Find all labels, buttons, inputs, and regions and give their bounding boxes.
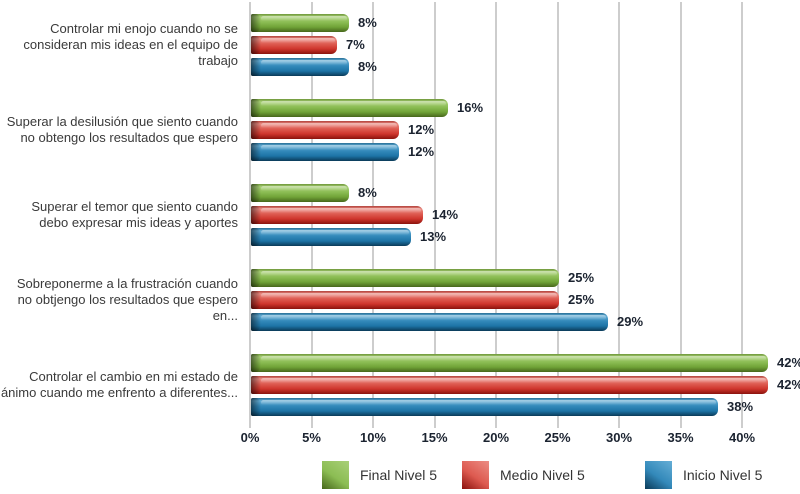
gridline (679, 2, 682, 428)
bar-value-label: 29% (617, 314, 644, 329)
bar-value-label: 12% (408, 144, 435, 159)
category-label: Controlar el cambio en mi estado de ánim… (0, 369, 238, 400)
category-label: Controlar mi enojo cuando no se consider… (23, 21, 238, 68)
legend-item-medio-nivel-5: Medio Nivel 5 (462, 460, 585, 490)
x-axis-tick-label: 15% (421, 430, 448, 445)
x-axis-tick-label: 30% (605, 430, 633, 445)
bar-value-label: 8% (358, 59, 377, 74)
bar-value-label: 8% (358, 185, 377, 200)
x-axis-tick-label: 20% (482, 430, 510, 445)
bar-value-label: 12% (408, 122, 435, 137)
bar-final-nivel-5 (251, 354, 768, 372)
bar-value-label: 8% (358, 15, 377, 30)
category-label: Superar el temor que siento cuando debo … (31, 199, 238, 230)
x-axis-tick-label: 25% (544, 430, 571, 445)
x-axis-tick-label: 40% (728, 430, 756, 445)
x-axis-tick-label: 5% (302, 430, 321, 445)
gridline (433, 2, 436, 428)
bar-value-label: 42% (777, 355, 800, 370)
bar-value-label: 16% (457, 100, 484, 115)
legend-swatch (322, 461, 349, 489)
bar-medio-nivel-5 (251, 121, 399, 139)
bar-final-nivel-5 (251, 269, 559, 287)
gridline (618, 2, 620, 428)
gridline (249, 2, 251, 428)
bar-medio-nivel-5 (251, 206, 423, 224)
bar-inicio-nivel-5 (251, 228, 411, 246)
bar-value-label: 38% (727, 399, 754, 414)
bar-value-label: 14% (432, 207, 459, 222)
bar-value-label: 13% (420, 229, 447, 244)
bar-final-nivel-5 (251, 14, 349, 32)
bar-medio-nivel-5 (251, 291, 559, 309)
bar-final-nivel-5 (251, 99, 448, 117)
bar-medio-nivel-5 (251, 36, 337, 54)
x-axis-tick-label: 35% (667, 430, 694, 445)
bar-inicio-nivel-5 (251, 58, 349, 76)
legend-item-inicio-nivel-5: Inicio Nivel 5 (645, 460, 762, 490)
bar-medio-nivel-5 (251, 376, 768, 394)
category-label: Sobreponerme a la frustración cuando no … (16, 276, 238, 323)
legend-swatch (645, 461, 672, 489)
bar-inicio-nivel-5 (251, 398, 718, 416)
x-axis-tick-label: 0% (240, 430, 260, 445)
bar-final-nivel-5 (251, 184, 349, 202)
bar-inicio-nivel-5 (251, 143, 399, 161)
gridline (495, 2, 497, 428)
legend-label: Medio Nivel 5 (500, 467, 585, 483)
bar-value-label: 7% (346, 37, 365, 52)
gridline (741, 2, 743, 428)
bar-value-label: 42% (777, 377, 800, 392)
category-label: Superar la desilusión que siento cuando … (6, 114, 238, 145)
bar-inicio-nivel-5 (251, 313, 608, 331)
bar-value-label: 25% (568, 292, 595, 307)
bar-value-label: 25% (568, 270, 595, 285)
legend-label: Inicio Nivel 5 (683, 467, 763, 483)
legend-item-final-nivel-5: Final Nivel 5 (322, 460, 437, 490)
gridline (556, 2, 559, 428)
x-axis-tick-label: 10% (359, 430, 387, 445)
legend-label: Final Nivel 5 (360, 467, 438, 483)
legend-swatch (462, 461, 489, 489)
